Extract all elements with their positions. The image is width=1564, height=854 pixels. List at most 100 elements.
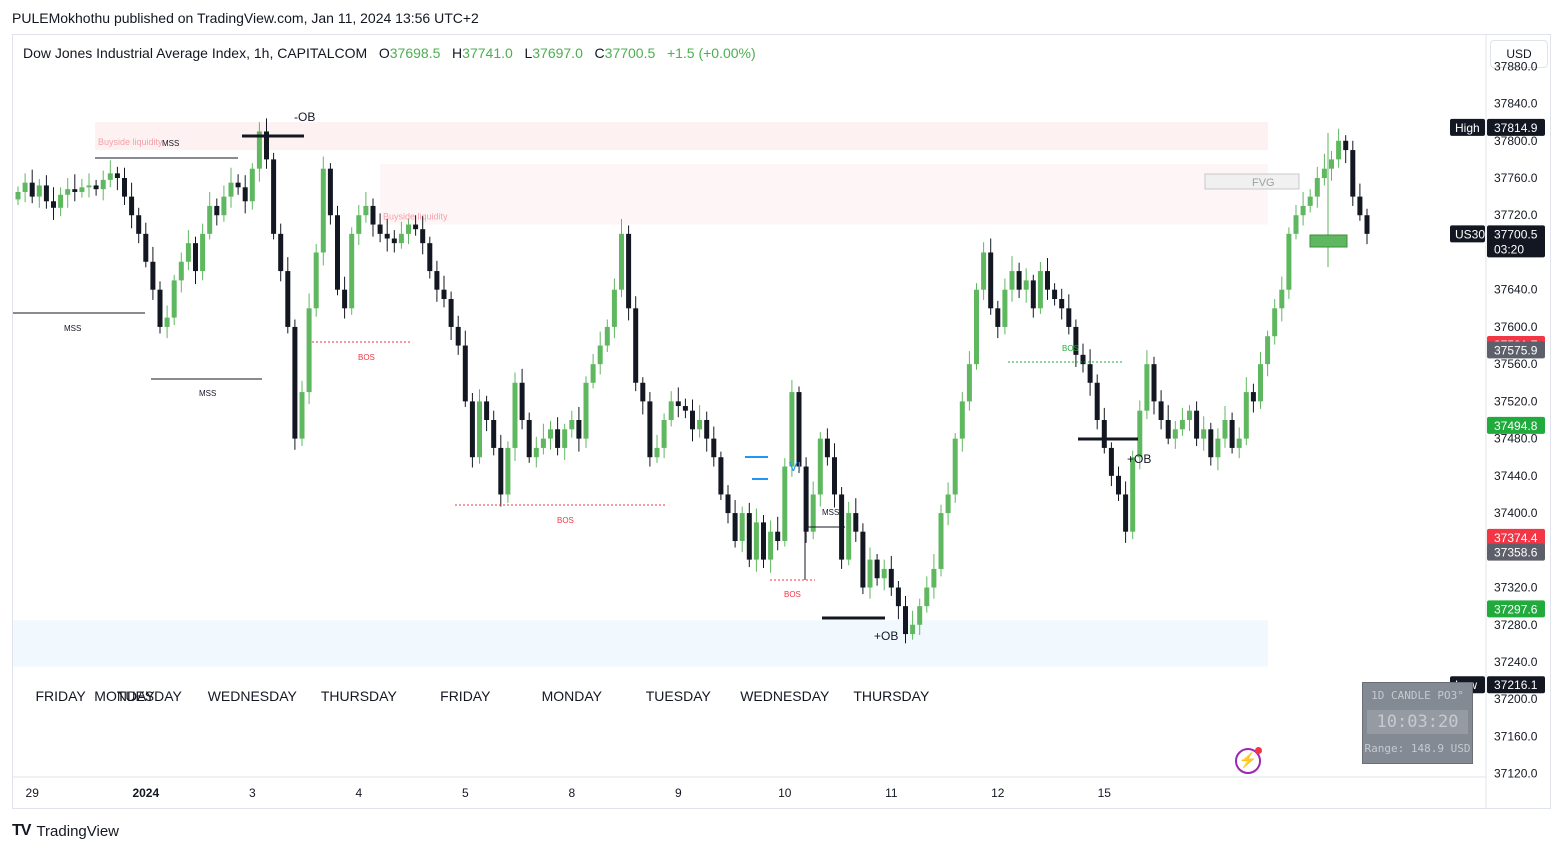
x-tick-label: 3: [249, 786, 256, 800]
candle-body: [562, 429, 568, 448]
brand-name: TradingView: [36, 822, 119, 840]
widget-title: 1D CANDLE PO3°: [1371, 689, 1464, 702]
candle-body: [221, 196, 227, 216]
candle-body: [924, 587, 930, 607]
candle-body: [824, 438, 830, 458]
candle-body: [107, 173, 113, 180]
candle-body: [938, 513, 944, 569]
candle-body: [569, 420, 575, 430]
candle-body: [1314, 178, 1320, 197]
currency-button[interactable]: USD: [1490, 40, 1548, 68]
candle-body: [1059, 299, 1065, 309]
candle-body: [193, 243, 198, 272]
day-label: FRIDAY: [35, 688, 86, 704]
ob-label-bearish: -OB: [294, 110, 315, 124]
candle-body: [58, 194, 64, 208]
candle-body: [164, 317, 170, 327]
candle-body: [335, 215, 340, 290]
x-tick-label: 10: [778, 786, 792, 800]
candle-body: [1364, 215, 1370, 234]
candle-body: [22, 182, 28, 192]
price-tag-box: [1487, 600, 1545, 618]
high-label: H: [452, 45, 463, 61]
candle-body: [43, 185, 49, 202]
price-tag-value: 37358.6: [1494, 546, 1538, 560]
candle-body: [235, 182, 241, 188]
day-label: MONDAY: [94, 688, 155, 704]
candle-body: [157, 289, 163, 327]
candle-body: [207, 205, 213, 234]
candle-body: [945, 494, 951, 514]
candle-body: [895, 587, 901, 607]
candle-body: [512, 382, 518, 448]
candle-body: [718, 457, 724, 495]
y-tick-label: 37240.0: [1494, 655, 1538, 669]
candle-body: [114, 173, 120, 178]
candle-body: [604, 326, 610, 346]
candle-body: [228, 182, 234, 197]
price-tag-name-box: [1450, 225, 1485, 243]
day-label: WEDNESDAY: [208, 688, 298, 704]
candle-body: [1293, 215, 1299, 234]
y-tick-label: 37800.0: [1494, 134, 1538, 148]
candle-body: [732, 513, 738, 541]
candle-body: [384, 233, 390, 239]
candle-body: [1265, 336, 1271, 365]
x-tick-label: 11: [885, 786, 898, 800]
candle-body: [491, 420, 497, 448]
candle-body: [725, 494, 731, 514]
candle-body: [342, 289, 348, 309]
candle-body: [704, 420, 710, 439]
candle-body: [1272, 308, 1278, 337]
mss-label-left: MSS: [64, 324, 81, 333]
y-tick-label: 37440.0: [1494, 469, 1538, 483]
y-tick-label: 37720.0: [1494, 208, 1538, 222]
candle-body: [1357, 196, 1363, 216]
candle-body: [1343, 140, 1349, 151]
candle-body: [1336, 140, 1342, 160]
candle-body: [356, 215, 362, 234]
bos-label-4: BOS: [1062, 344, 1079, 353]
candle-body: [434, 271, 440, 290]
candle-body: [249, 168, 255, 202]
candle-body: [363, 205, 369, 216]
candle-body: [143, 233, 149, 262]
candle-body: [1194, 410, 1200, 439]
candle-body: [1300, 205, 1306, 216]
candle-body: [860, 531, 866, 588]
candle-body: [484, 401, 490, 420]
candle-body: [349, 233, 355, 309]
day-label: TUESDAY: [646, 688, 712, 704]
candle-body: [903, 606, 908, 635]
candle-body: [36, 185, 42, 197]
lightning-icon[interactable]: ⚡: [1235, 747, 1262, 774]
candle-body: [1321, 168, 1327, 178]
candle-body: [86, 185, 92, 188]
candle-body: [782, 466, 788, 541]
candle-body: [1116, 475, 1121, 495]
price-tag-box: [1487, 676, 1545, 694]
candle-body: [1222, 420, 1228, 439]
candle-body: [682, 406, 688, 411]
price-tag-box: [1487, 543, 1545, 561]
candle-body: [1087, 364, 1093, 383]
price-change: +1.5 (+0.00%): [666, 45, 756, 61]
candle-body: [448, 299, 454, 327]
open-label: O: [378, 45, 390, 61]
candle-body: [768, 531, 774, 560]
candle-body: [1215, 438, 1221, 458]
candle-body: [1243, 392, 1249, 439]
candle-body: [697, 420, 703, 430]
x-tick-label: 5: [462, 786, 469, 800]
candle-body: [1030, 280, 1036, 309]
candle-body: [1165, 420, 1171, 439]
day-label: WEDNESDAY: [740, 688, 830, 704]
price-tag-value: 37575.9: [1494, 343, 1538, 357]
mss-label-top: MSS: [162, 139, 179, 148]
candle-body: [129, 196, 135, 216]
candle-body: [427, 243, 433, 272]
candle-body: [1137, 410, 1143, 458]
candle-body: [1094, 382, 1100, 420]
candle-body: [690, 410, 695, 430]
